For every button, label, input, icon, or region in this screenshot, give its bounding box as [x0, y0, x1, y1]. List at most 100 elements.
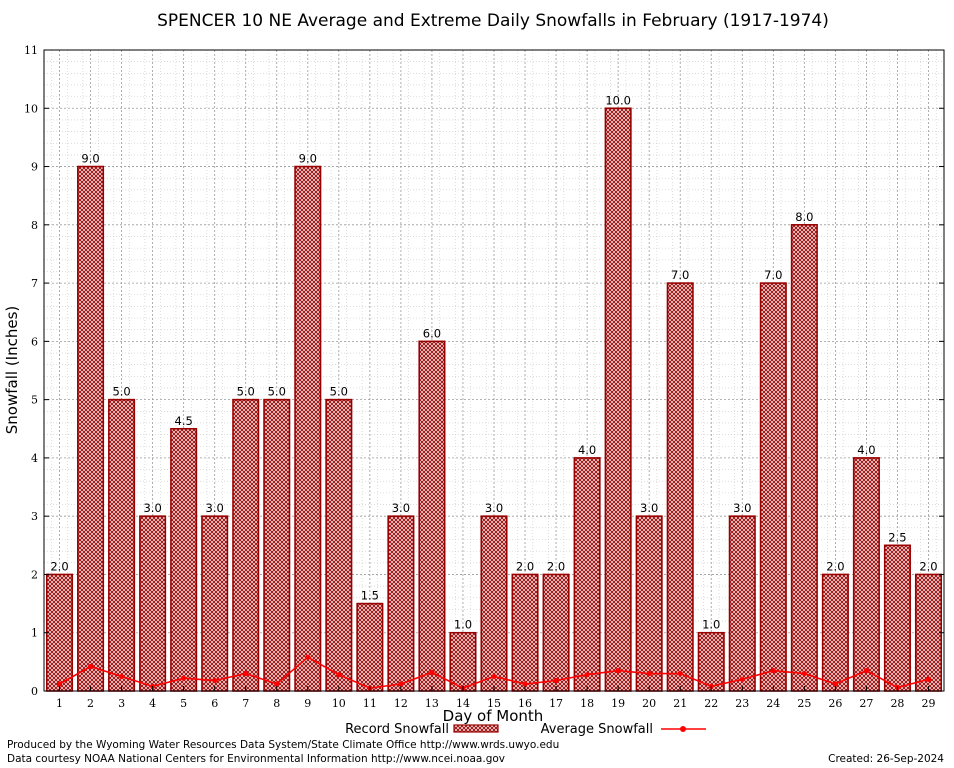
y-tick-label: 8: [31, 219, 38, 232]
bar-value-label: 3.0: [733, 501, 751, 515]
record-bar-day-25: [790, 224, 818, 692]
y-tick-label: 1: [31, 627, 38, 640]
average-point-day-23: [739, 676, 745, 682]
record-bar-day-9: [294, 165, 322, 692]
bar-value-label: 1.5: [361, 589, 379, 603]
x-tick-label: 14: [456, 697, 470, 710]
record-bar-day-24: [759, 282, 787, 692]
average-point-day-13: [429, 669, 435, 675]
bar-value-label: 5.0: [237, 385, 255, 399]
average-point-day-29: [925, 676, 932, 682]
x-tick-label: 23: [735, 697, 749, 710]
x-tick-label: 6: [211, 697, 218, 710]
footer-data-courtesy: Data courtesy NOAA National Centers for …: [7, 753, 506, 765]
record-bar-day-1: [45, 573, 74, 692]
x-tick-label: 24: [766, 697, 780, 710]
y-tick-label: 10: [24, 102, 38, 115]
bar-value-label: 4.5: [175, 414, 193, 428]
record-bar-day-18: [573, 457, 601, 692]
bar-value-label: 2.0: [50, 559, 68, 573]
x-tick-label: 25: [797, 697, 811, 710]
average-point-day-17: [553, 677, 559, 684]
legend-record-label: Record Snowfall: [345, 722, 449, 737]
bar-value-label: 2.0: [826, 559, 844, 573]
average-point-day-10: [336, 672, 342, 678]
x-tick-label: 16: [518, 697, 532, 710]
bar-value-label: 2.5: [888, 530, 906, 544]
average-point-day-20: [646, 670, 652, 677]
x-tick-label: 10: [332, 697, 346, 710]
average-point-day-8: [274, 681, 280, 687]
bar-value-label: 4.0: [578, 443, 596, 457]
average-point-day-27: [863, 668, 870, 674]
record-bar-day-28: [883, 544, 911, 692]
bar-value-label: 2.0: [547, 559, 565, 573]
x-tick-label: 5: [180, 697, 187, 710]
footer-created: Created: 26-Sep-2024: [828, 753, 944, 765]
x-tick-label: 19: [611, 697, 625, 710]
x-tick-label: 28: [890, 697, 904, 710]
record-bar-day-7: [232, 398, 260, 692]
average-point-day-9: [305, 654, 311, 660]
average-point-day-18: [584, 672, 590, 678]
x-tick-label: 7: [242, 697, 249, 710]
y-tick-label: 2: [31, 568, 38, 581]
record-bar-day-17: [542, 573, 570, 692]
x-tick-label: 22: [704, 697, 718, 710]
record-bar-day-11: [356, 602, 384, 692]
x-tick-label: 21: [673, 697, 687, 710]
x-tick-label: 18: [580, 697, 594, 710]
y-tick-label: 11: [24, 44, 38, 57]
record-bar-day-8: [263, 398, 291, 692]
average-point-day-5: [181, 675, 187, 681]
bar-labels: 2.0 9.0 5.0 3.0 4.5 3.0 5.0 5.0 9.0 5.0 1.5 3.0 6.0 1…: [50, 93, 937, 631]
average-point-day-26: [832, 681, 838, 687]
record-bar-day-21: [666, 282, 694, 692]
record-bar-day-13: [418, 340, 446, 692]
average-point-day-19: [615, 668, 621, 674]
record-bar-day-6: [201, 515, 229, 692]
bar-value-label: 9.0: [299, 152, 317, 166]
record-bar-day-16: [511, 573, 539, 692]
bar-value-label: 6.0: [423, 326, 441, 340]
record-bar-day-5: [170, 427, 198, 692]
legend: Record Snowfall Average Snowfall: [345, 722, 706, 737]
average-point-day-21: [677, 670, 683, 677]
x-tick-label: 26: [828, 697, 842, 710]
record-bar-day-3: [108, 398, 136, 692]
y-tick-label: 3: [31, 510, 38, 523]
average-point-day-16: [522, 681, 528, 687]
record-bar-day-23: [728, 515, 756, 692]
bar-value-label: 3.0: [485, 501, 503, 515]
record-bar-day-22: [697, 631, 725, 692]
x-tick-label: 9: [304, 697, 311, 710]
record-bar-day-19: [604, 107, 632, 692]
y-axis-label: Snowfall (Inches): [3, 306, 21, 434]
y-tick-label: 9: [31, 161, 38, 174]
x-tick-label: 3: [118, 697, 125, 710]
bar-value-label: 3.0: [392, 501, 410, 515]
average-point-day-25: [801, 670, 807, 677]
x-tick-label: 20: [642, 697, 656, 710]
x-tick-label: 13: [425, 697, 439, 710]
average-point-day-24: [770, 668, 776, 674]
bar-value-label: 3.0: [640, 501, 658, 515]
record-bar-day-14: [449, 631, 477, 692]
record-bar-day-26: [821, 573, 849, 692]
bar-value-label: 2.0: [516, 559, 534, 573]
y-tick-label: 7: [31, 277, 38, 290]
bar-value-label: 3.0: [206, 501, 224, 515]
record-bar-day-20: [635, 515, 663, 692]
bar-value-label: 2.0: [919, 559, 937, 573]
y-tick-label: 4: [31, 452, 38, 465]
x-tick-label: 29: [921, 697, 935, 710]
average-point-day-6: [212, 677, 218, 684]
bar-value-label: 3.0: [143, 501, 161, 515]
x-tick-label: 4: [149, 697, 156, 710]
x-tick-label: 15: [487, 697, 501, 710]
record-bar-day-10: [325, 398, 353, 692]
x-tick-label: 11: [363, 697, 377, 710]
legend-record-swatch: [453, 724, 499, 733]
average-point-day-7: [243, 670, 249, 677]
